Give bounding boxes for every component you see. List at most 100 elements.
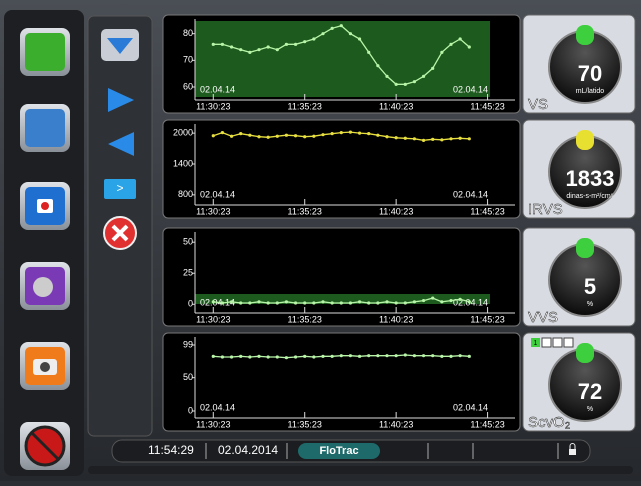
trend-point	[285, 134, 288, 137]
trend-point	[276, 135, 279, 138]
trend-point	[285, 300, 288, 303]
parameter-value: 1833	[566, 166, 615, 191]
trend-point	[404, 301, 407, 304]
trend-point	[212, 134, 215, 137]
trend-point	[312, 135, 315, 138]
x-tick-label: 11:45:23	[470, 419, 504, 429]
y-tick-label: 800	[178, 189, 193, 199]
channel-box	[553, 338, 562, 347]
trend-point	[349, 354, 352, 357]
x-tick-label: 11:30:23	[196, 101, 230, 111]
trend-point	[367, 301, 370, 304]
trend-point	[267, 355, 270, 358]
trend-point	[468, 355, 471, 358]
trend-point	[321, 133, 324, 136]
trend-point	[459, 354, 462, 357]
status-indicator	[576, 343, 594, 363]
x-tick-label: 11:45:23	[470, 314, 504, 324]
date-label: 02.04.14	[200, 402, 235, 412]
trend-point	[321, 355, 324, 358]
x-tick-label: 11:45:23	[470, 206, 504, 216]
parameter-value: 70	[578, 61, 602, 86]
trend-point	[248, 301, 251, 304]
parameter-name: VVS	[528, 309, 558, 326]
icon	[40, 362, 50, 372]
trend-point	[303, 301, 306, 304]
x-tick-label: 11:35:23	[288, 101, 322, 111]
parameter-unit: dinas-s-m²/cm⁵	[566, 193, 613, 200]
trend-point	[404, 353, 407, 356]
trend-point	[413, 80, 416, 83]
y-tick-label: 1400	[173, 158, 193, 168]
trend-point	[413, 300, 416, 303]
trend-point	[212, 300, 215, 303]
trend-point	[376, 354, 379, 357]
y-tick-label: 50	[183, 237, 193, 247]
trend-point	[248, 51, 251, 54]
trend-point	[431, 296, 434, 299]
trend-point	[331, 301, 334, 304]
trend-point	[449, 43, 452, 46]
trend-point	[331, 355, 334, 358]
trend-point	[422, 75, 425, 78]
trend-point	[230, 45, 233, 48]
status-date: 02.04.2014	[218, 443, 278, 457]
x-tick-label: 11:30:23	[196, 419, 230, 429]
x-tick-label: 11:40:23	[379, 206, 413, 216]
trend-point	[422, 139, 425, 142]
trend-point	[358, 300, 361, 303]
trend-point	[367, 354, 370, 357]
trend-point	[340, 131, 343, 134]
trend-point	[230, 355, 233, 358]
date-label: 02.04.14	[200, 189, 235, 199]
trend-point	[431, 138, 434, 141]
icon	[41, 202, 49, 210]
chart-panel	[163, 228, 520, 326]
button-label: >	[116, 181, 123, 195]
trend-point	[230, 300, 233, 303]
x-tick-label: 11:30:23	[196, 314, 230, 324]
trend-point	[221, 301, 224, 304]
trend-point	[459, 137, 462, 140]
trend-point	[404, 137, 407, 140]
trend-point	[449, 137, 452, 140]
channel-box	[564, 338, 573, 347]
trend-point	[294, 301, 297, 304]
icon	[25, 33, 65, 71]
trend-point	[449, 299, 452, 302]
status-indicator	[576, 25, 594, 45]
trend-point	[376, 64, 379, 67]
parameter-value: 5	[584, 274, 596, 299]
trend-point	[221, 131, 224, 134]
trend-point	[239, 48, 242, 51]
trend-point	[221, 355, 224, 358]
trend-point	[358, 37, 361, 40]
trend-point	[404, 83, 407, 86]
trend-point	[413, 137, 416, 140]
trend-point	[422, 299, 425, 302]
trend-point	[239, 301, 242, 304]
trend-point	[276, 355, 279, 358]
trend-point	[212, 355, 215, 358]
trend-point	[440, 355, 443, 358]
x-tick-label: 11:45:23	[470, 101, 504, 111]
trend-point	[468, 137, 471, 140]
trend-point	[312, 301, 315, 304]
trend-point	[395, 301, 398, 304]
y-tick-label: 99	[183, 339, 193, 349]
trend-point	[294, 355, 297, 358]
trend-point	[257, 355, 260, 358]
y-tick-label: 50	[183, 372, 193, 382]
trend-point	[349, 131, 352, 134]
monitor-screen: > 11:54:29 02.04.2014 FloTrac 60708011:3…	[0, 0, 641, 481]
trend-point	[267, 301, 270, 304]
status-time: 11:54:29	[148, 443, 194, 457]
trend-point	[413, 354, 416, 357]
trend-point	[276, 48, 279, 51]
trend-point	[376, 301, 379, 304]
target-range	[195, 21, 490, 97]
y-tick-label: 60	[183, 81, 193, 91]
date-label: 02.04.14	[453, 189, 488, 199]
trend-point	[267, 45, 270, 48]
y-tick-label: 25	[183, 268, 193, 278]
